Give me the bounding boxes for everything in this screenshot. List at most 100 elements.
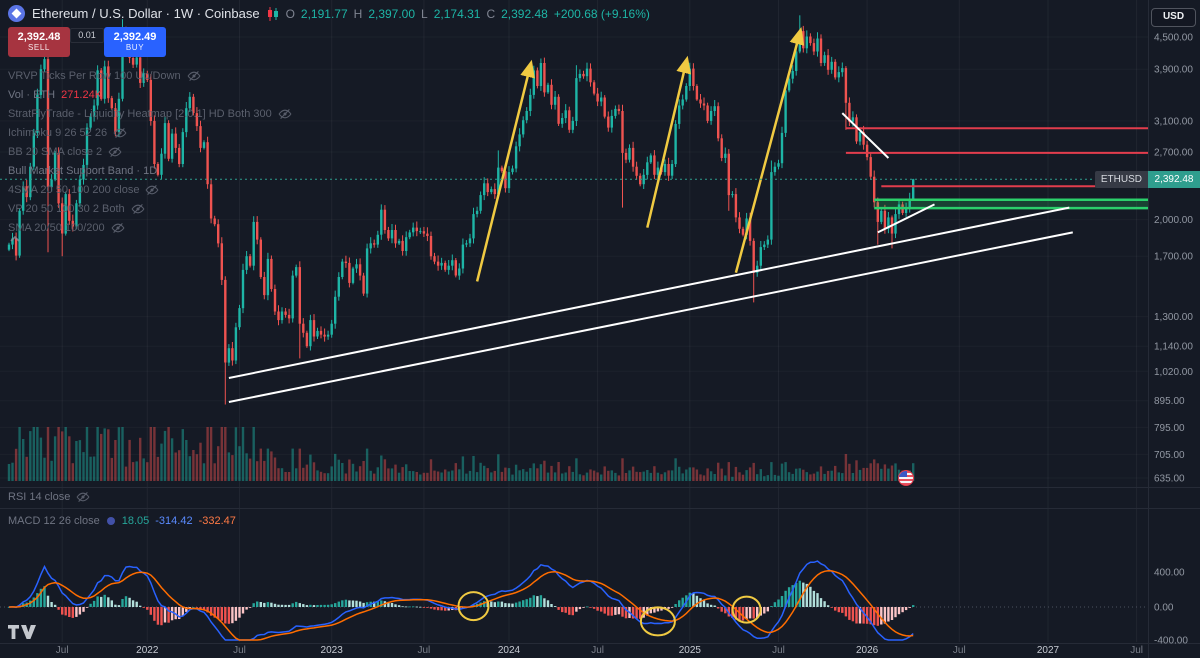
chart-type-icon	[267, 6, 279, 21]
volume-series	[7, 427, 915, 482]
svg-text:2024: 2024	[498, 645, 521, 656]
us-event-flag-icon[interactable]	[898, 470, 914, 486]
green-support-band[interactable]	[874, 199, 1148, 209]
change-value: +200.68 (+9.16%)	[553, 6, 650, 21]
macd-hist-value: 18.05	[121, 515, 150, 527]
tradingview-logo[interactable]	[8, 625, 36, 646]
symbol-title[interactable]: Ethereum / U.S. Dollar · 1W · Coinbase	[32, 6, 260, 21]
svg-text:3,100.00: 3,100.00	[1154, 116, 1193, 127]
eye-hidden-icon[interactable]	[108, 146, 122, 158]
svg-text:4,500.00: 4,500.00	[1154, 33, 1193, 44]
indicator-row[interactable]: VRVP Ticks Per Row 100 Up/Down	[8, 66, 292, 85]
svg-text:Jul: Jul	[56, 645, 69, 656]
macd-label: MACD 12 26 close	[8, 515, 100, 527]
svg-text:Jul: Jul	[1130, 645, 1143, 656]
svg-text:2,000.00: 2,000.00	[1154, 215, 1193, 226]
indicator-row[interactable]: Bull Market Support Band · 1D	[8, 161, 292, 180]
svg-text:Jul: Jul	[591, 645, 604, 656]
svg-text:1,140.00: 1,140.00	[1154, 342, 1193, 353]
currency-toggle-button[interactable]: USD	[1151, 8, 1196, 27]
svg-text:Jul: Jul	[233, 645, 246, 656]
indicator-label: VP 20 50 100 30 2 Both	[8, 202, 125, 215]
svg-text:2023: 2023	[321, 645, 344, 656]
indicator-label: SMA 20/50 100/200	[8, 221, 105, 234]
macd-highlight-circle[interactable]	[731, 595, 762, 624]
eye-hidden-icon[interactable]	[187, 70, 201, 82]
sell-button[interactable]: 2,392.48 SELL	[8, 27, 70, 57]
svg-text:0.00: 0.00	[1154, 603, 1174, 614]
support-trendline-lower[interactable]	[228, 231, 1073, 403]
svg-text:2,700.00: 2,700.00	[1154, 148, 1193, 159]
svg-text:895.00: 895.00	[1154, 396, 1185, 407]
indicator-label: VRVP Ticks Per Row 100 Up/Down	[8, 69, 181, 82]
indicator-row[interactable]: 4SMA 20 50 100 200 close	[8, 180, 292, 199]
svg-text:-400.00: -400.00	[1154, 636, 1188, 647]
svg-text:705.00: 705.00	[1154, 450, 1185, 461]
macd-source-icon	[106, 516, 116, 526]
trend-arrow[interactable]	[734, 26, 805, 274]
svg-text:3,900.00: 3,900.00	[1154, 65, 1193, 76]
ohlc-values: O 2,191.77 H 2,397.00 L 2,174.31 C 2,392.48 …	[285, 6, 650, 21]
svg-text:2027: 2027	[1037, 645, 1060, 656]
eye-hidden-icon[interactable]	[113, 127, 127, 139]
indicator-row[interactable]: SMA 20/50 100/200	[8, 218, 292, 237]
svg-text:1,700.00: 1,700.00	[1154, 252, 1193, 263]
eye-hidden-icon[interactable]	[145, 184, 159, 196]
indicator-label: StratFlyTrade - Liquidity Heatmap [2.0.1…	[8, 107, 272, 120]
svg-text:400.00: 400.00	[1154, 568, 1185, 579]
macd-highlight-circle[interactable]	[639, 606, 676, 637]
svg-text:Jul: Jul	[953, 645, 966, 656]
chevron-up-icon[interactable]	[9, 230, 21, 248]
trend-arrow[interactable]	[475, 59, 535, 282]
svg-text:635.00: 635.00	[1154, 473, 1185, 484]
svg-text:795.00: 795.00	[1154, 423, 1185, 434]
trend-arrow[interactable]	[646, 55, 692, 228]
indicator-label: Ichimoku 9 26 52 26	[8, 126, 108, 139]
macd-pane	[0, 560, 1148, 641]
macd-signal-value: -332.47	[198, 515, 236, 527]
svg-text:1,020.00: 1,020.00	[1154, 367, 1193, 378]
ethereum-logo-icon	[8, 5, 25, 22]
indicator-legend-list: VRVP Ticks Per Row 100 Up/Down Vol · ETH 2…	[8, 66, 292, 237]
rsi-pane-legend[interactable]: RSI 14 close	[8, 491, 90, 503]
short-recovery-line[interactable]	[877, 203, 935, 234]
buy-button[interactable]: 2,392.49 BUY	[104, 27, 166, 57]
buy-sell-widget: 2,392.48 SELL 0.01 2,392.49 BUY	[8, 27, 168, 57]
indicator-row[interactable]: Vol · ETH 271.24K	[8, 85, 292, 104]
indicator-label: Bull Market Support Band · 1D	[8, 164, 158, 177]
indicator-row[interactable]: BB 20 SMA close 2	[8, 142, 292, 161]
indicator-row[interactable]: StratFlyTrade - Liquidity Heatmap [2.0.1…	[8, 104, 292, 123]
macd-line-value: -314.42	[155, 515, 193, 527]
svg-text:1,300.00: 1,300.00	[1154, 312, 1193, 323]
eye-hidden-icon[interactable]	[131, 203, 145, 215]
indicator-value: 271.24K	[61, 88, 103, 101]
axis-symbol-tag: ETHUSD	[1094, 171, 1148, 188]
indicator-label: 4SMA 20 50 100 200 close	[8, 183, 140, 196]
support-trendline-upper[interactable]	[228, 206, 1070, 379]
symbol-legend: Ethereum / U.S. Dollar · 1W · Coinbase O…	[8, 5, 650, 22]
eye-hidden-icon[interactable]	[111, 222, 125, 234]
indicator-label: Vol · ETH	[8, 88, 56, 101]
macd-highlight-circle[interactable]	[457, 591, 490, 622]
indicator-row[interactable]: VP 20 50 100 30 2 Both	[8, 199, 292, 218]
macd-pane-legend[interactable]: MACD 12 26 close 18.05 -314.42 -332.47	[8, 515, 236, 527]
eye-hidden-icon[interactable]	[278, 108, 292, 120]
axis-price-tag: 2,392.48	[1148, 171, 1200, 188]
eye-hidden-icon[interactable]	[76, 491, 90, 503]
rsi-label: RSI 14 close	[8, 491, 71, 503]
indicator-label: BB 20 SMA close 2	[8, 145, 103, 158]
candlestick-series	[7, 15, 915, 405]
spread-value: 0.01	[70, 28, 104, 43]
svg-text:2022: 2022	[136, 645, 159, 656]
short-resistance-line[interactable]	[841, 112, 890, 159]
svg-text:2026: 2026	[856, 645, 879, 656]
svg-text:Jul: Jul	[772, 645, 785, 656]
macd-signal-line	[8, 570, 914, 641]
macd-line	[8, 560, 914, 641]
svg-text:2025: 2025	[679, 645, 702, 656]
indicator-row[interactable]: Ichimoku 9 26 52 26	[8, 123, 292, 142]
svg-text:Jul: Jul	[417, 645, 430, 656]
